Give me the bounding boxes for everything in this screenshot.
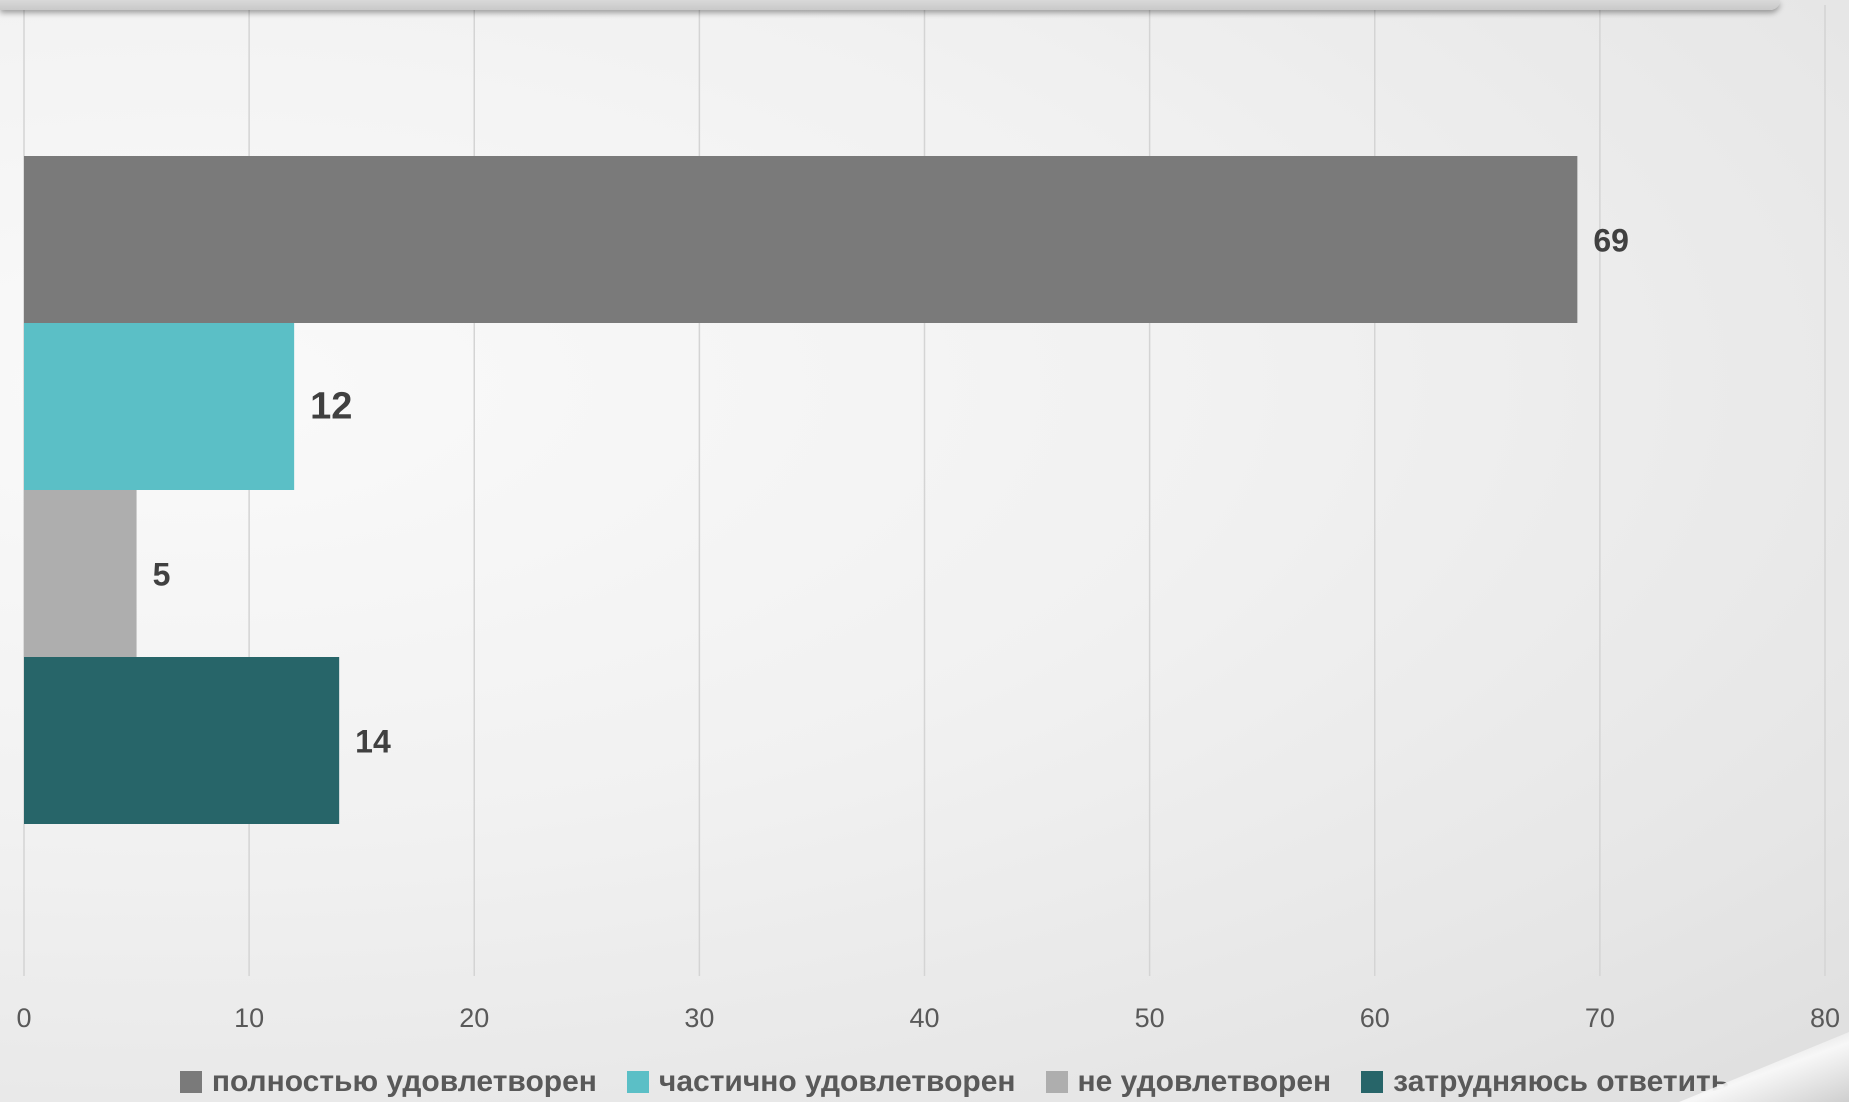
bar-chart: 69 12 5 14 0 10 20 30 40 50 60 70 80 (16, 5, 1840, 1033)
legend: полностью удовлетворен частично удовлетв… (0, 1062, 1849, 1102)
legend-label: полностью удовлетворен (211, 1065, 597, 1098)
legend-item: полностью удовлетворен (179, 1065, 597, 1099)
legend-swatch (1045, 1071, 1068, 1093)
legend-item: частично удовлетворен (626, 1065, 1016, 1099)
bar (24, 323, 295, 490)
gridlines (23, 5, 1826, 976)
legend-swatch (1361, 1071, 1384, 1093)
data-labels: 69 12 5 14 (153, 223, 1629, 760)
bar (24, 156, 1578, 323)
legend-label: не удовлетворен (1077, 1065, 1332, 1098)
legend-label: затрудняюсь ответить (1393, 1065, 1730, 1098)
legend-swatch (179, 1071, 202, 1093)
legend-item: затрудняюсь ответить (1361, 1065, 1729, 1099)
x-tick-label: 60 (1360, 1003, 1390, 1033)
bar (24, 657, 340, 824)
data-label: 5 (153, 557, 171, 593)
x-tick-label: 10 (234, 1003, 264, 1033)
legend-label: частично удовлетворен (658, 1065, 1016, 1098)
data-label: 69 (1593, 223, 1629, 259)
bars (24, 156, 1578, 824)
bar (24, 490, 137, 657)
x-tick-label: 80 (1810, 1003, 1840, 1033)
x-tick-label: 30 (684, 1003, 714, 1033)
data-label: 14 (355, 724, 391, 760)
legend-item: не удовлетворен (1045, 1065, 1332, 1099)
x-tick-label: 0 (16, 1003, 31, 1033)
x-tick-label: 50 (1135, 1003, 1165, 1033)
x-tick-label: 40 (909, 1003, 939, 1033)
x-tick-label: 20 (459, 1003, 489, 1033)
data-label: 12 (310, 386, 352, 428)
top-decorative-band (0, 0, 1780, 10)
x-tick-label: 70 (1585, 1003, 1615, 1033)
x-axis-ticks: 0 10 20 30 40 50 60 70 80 (16, 1003, 1840, 1033)
legend-swatch (626, 1071, 649, 1093)
